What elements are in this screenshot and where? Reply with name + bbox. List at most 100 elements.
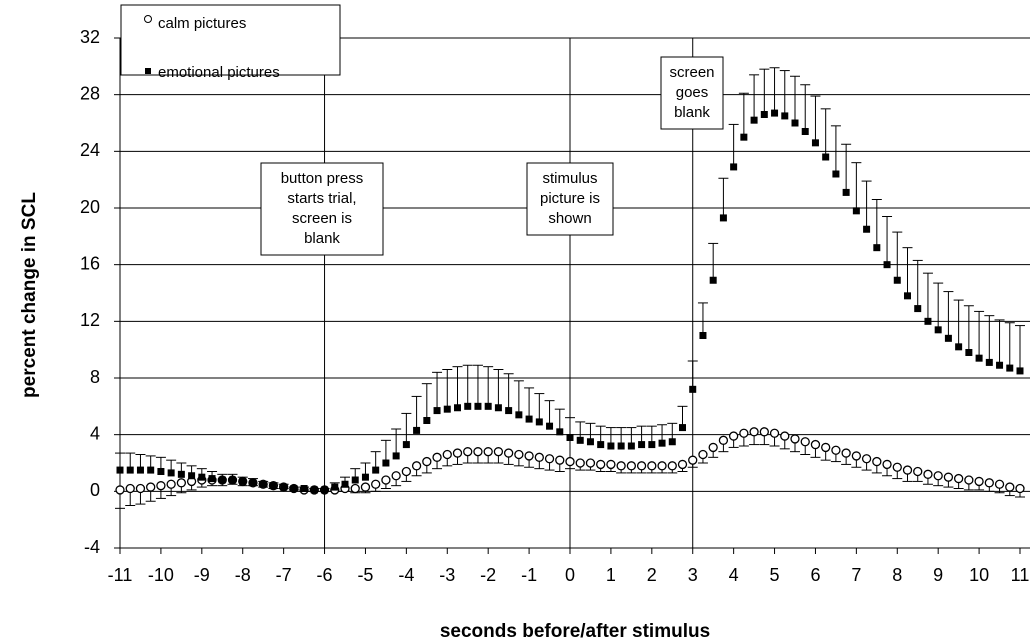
marker	[188, 472, 196, 480]
legend-box	[120, 4, 341, 76]
marker	[811, 139, 819, 147]
marker	[269, 482, 277, 490]
marker	[882, 459, 892, 470]
marker	[198, 473, 206, 481]
marker	[944, 334, 952, 342]
marker	[454, 404, 461, 412]
x-tick-label: -6	[317, 565, 333, 585]
annotation-text: picture is	[540, 190, 600, 207]
marker	[873, 244, 881, 252]
y-tick-label: 16	[80, 253, 100, 273]
marker	[863, 225, 871, 233]
marker	[176, 478, 187, 488]
marker	[546, 422, 554, 430]
marker	[668, 438, 676, 446]
marker	[1016, 367, 1024, 375]
marker	[914, 305, 922, 313]
marker	[493, 447, 504, 457]
marker	[585, 458, 596, 468]
marker	[525, 415, 533, 423]
annotation-text: screen is	[292, 210, 352, 227]
marker	[341, 480, 349, 488]
marker	[115, 485, 125, 495]
x-tick-label: 6	[810, 565, 820, 585]
marker	[1015, 483, 1025, 494]
marker	[791, 119, 799, 127]
marker	[433, 407, 441, 415]
marker	[566, 434, 574, 441]
y-tick-label: 4	[90, 423, 100, 443]
marker	[116, 466, 124, 474]
x-tick-label: -3	[439, 565, 455, 585]
marker	[280, 483, 288, 491]
marker	[413, 426, 421, 434]
marker	[136, 466, 144, 474]
annotation-text: screen	[669, 64, 714, 81]
marker	[556, 428, 564, 436]
annotation-text: blank	[674, 104, 710, 121]
marker	[740, 133, 748, 141]
marker	[667, 461, 677, 471]
marker	[636, 461, 647, 471]
marker	[443, 405, 451, 413]
marker	[524, 451, 534, 461]
marker	[360, 482, 371, 492]
annotation-text: button press	[281, 170, 364, 187]
marker	[483, 447, 493, 457]
marker	[125, 483, 135, 494]
marker	[953, 473, 964, 484]
marker	[321, 486, 329, 494]
marker	[769, 428, 780, 438]
marker	[955, 343, 963, 351]
marker	[147, 466, 155, 474]
marker	[156, 481, 166, 491]
marker	[391, 471, 401, 481]
marker	[781, 112, 789, 120]
x-tick-label: 5	[770, 565, 780, 585]
x-tick-label: 1	[606, 565, 616, 585]
marker	[964, 475, 974, 485]
marker	[699, 332, 707, 339]
marker	[596, 459, 606, 470]
marker	[166, 479, 176, 489]
marker	[904, 292, 911, 300]
marker	[750, 116, 758, 124]
annotation-box	[260, 162, 384, 256]
x-tick-label: 11	[1011, 565, 1030, 585]
marker	[688, 455, 698, 465]
marker	[975, 354, 983, 362]
marker	[474, 402, 482, 410]
y-axis-label: percent change in SCL	[19, 192, 40, 398]
marker	[852, 207, 860, 215]
marker	[965, 349, 973, 356]
marker	[627, 442, 635, 450]
y-tick-label: 28	[80, 83, 100, 103]
marker	[157, 468, 165, 475]
marker	[372, 466, 380, 474]
marker	[760, 111, 768, 118]
annotation-text: starts trial,	[287, 190, 356, 207]
marker	[555, 455, 565, 465]
marker	[473, 447, 483, 457]
marker	[801, 128, 809, 135]
marker	[933, 471, 943, 481]
marker	[503, 448, 514, 458]
marker	[361, 473, 369, 481]
y-tick-label: 0	[90, 480, 100, 500]
marker	[883, 261, 891, 269]
series	[115, 67, 1025, 494]
marker	[310, 486, 318, 494]
marker	[331, 483, 339, 491]
marker	[739, 428, 749, 438]
marker	[146, 482, 156, 492]
marker	[677, 459, 688, 470]
marker	[872, 456, 882, 467]
marker	[423, 417, 431, 424]
marker	[411, 461, 422, 471]
marker	[218, 476, 226, 484]
marker	[126, 466, 134, 474]
marker	[607, 442, 615, 450]
marker	[923, 469, 933, 479]
